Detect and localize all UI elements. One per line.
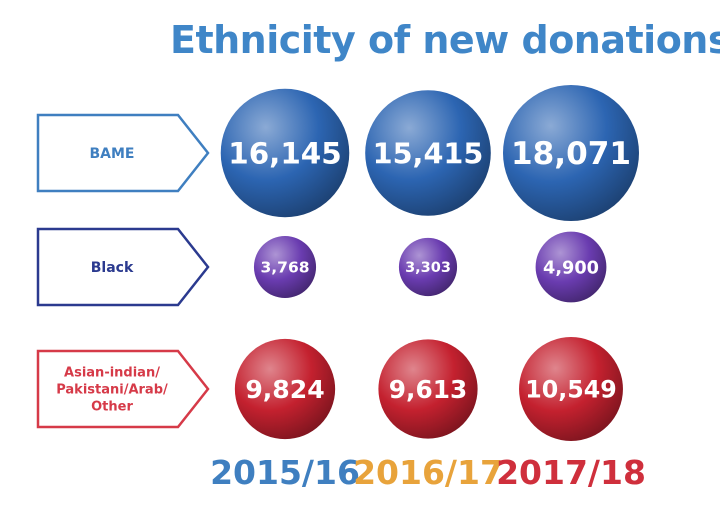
bubble-value-label: 16,145: [228, 137, 341, 171]
bubble-value-label: 9,613: [389, 375, 467, 404]
bubble-circle: [365, 90, 491, 216]
bubble-circle: [220, 88, 350, 218]
year-label-2015-16: 2015/16: [210, 453, 360, 492]
bubble-circle: [234, 338, 336, 440]
year-label-2016-17: 2016/17: [353, 453, 503, 492]
bubble-value-label: 4,900: [543, 258, 599, 278]
chart-title: Ethnicity of new donations: [170, 18, 720, 62]
bubble-circle: [535, 231, 607, 303]
bubble-value-label: 3,768: [260, 259, 309, 277]
bubble-circle: [519, 337, 623, 441]
row-label-text: BAME: [89, 146, 134, 162]
bubble-black-2017-18: 4,900: [535, 231, 607, 303]
bubble-value-label: 18,071: [511, 136, 631, 172]
row-label-arrow-shape: [36, 113, 210, 193]
row-label-arrow-shape: [36, 227, 210, 307]
row-label-arrow-shape: [36, 349, 210, 429]
bubble-bame-2017-18: 18,071: [503, 85, 639, 221]
bubble-asian-indian-pakistani-arab-other-2016-17: 9,613: [378, 339, 478, 439]
bubble-bame-2016-17: 15,415: [365, 90, 491, 216]
year-label-2017-18: 2017/18: [496, 453, 646, 492]
bubble-value-label: 3,303: [405, 260, 451, 276]
bubble-asian-indian-pakistani-arab-other-2015-16: 9,824: [234, 338, 336, 440]
bubble-value-label: 10,549: [525, 376, 616, 404]
bubble-circle: [398, 237, 458, 297]
bubble-value-label: 9,824: [245, 375, 324, 404]
row-label-text: Asian-indian/Pakistani/Arab/Other: [56, 366, 168, 415]
bubble-bame-2015-16: 16,145: [220, 88, 350, 218]
bubble-black-2016-17: 3,303: [398, 237, 458, 297]
row-label-bame: BAME: [36, 113, 210, 193]
row-label-black: Black: [36, 227, 210, 307]
row-label-asian-indian-pakistani-arab-other: Asian-indian/Pakistani/Arab/Other: [36, 349, 210, 429]
bubble-asian-indian-pakistani-arab-other-2017-18: 10,549: [519, 337, 623, 441]
row-label-text: Black: [91, 260, 134, 276]
bubble-black-2015-16: 3,768: [253, 235, 317, 299]
bubble-value-label: 15,415: [373, 136, 484, 170]
bubble-circle: [253, 235, 317, 299]
bubble-circle: [503, 85, 639, 221]
bubble-circle: [378, 339, 478, 439]
